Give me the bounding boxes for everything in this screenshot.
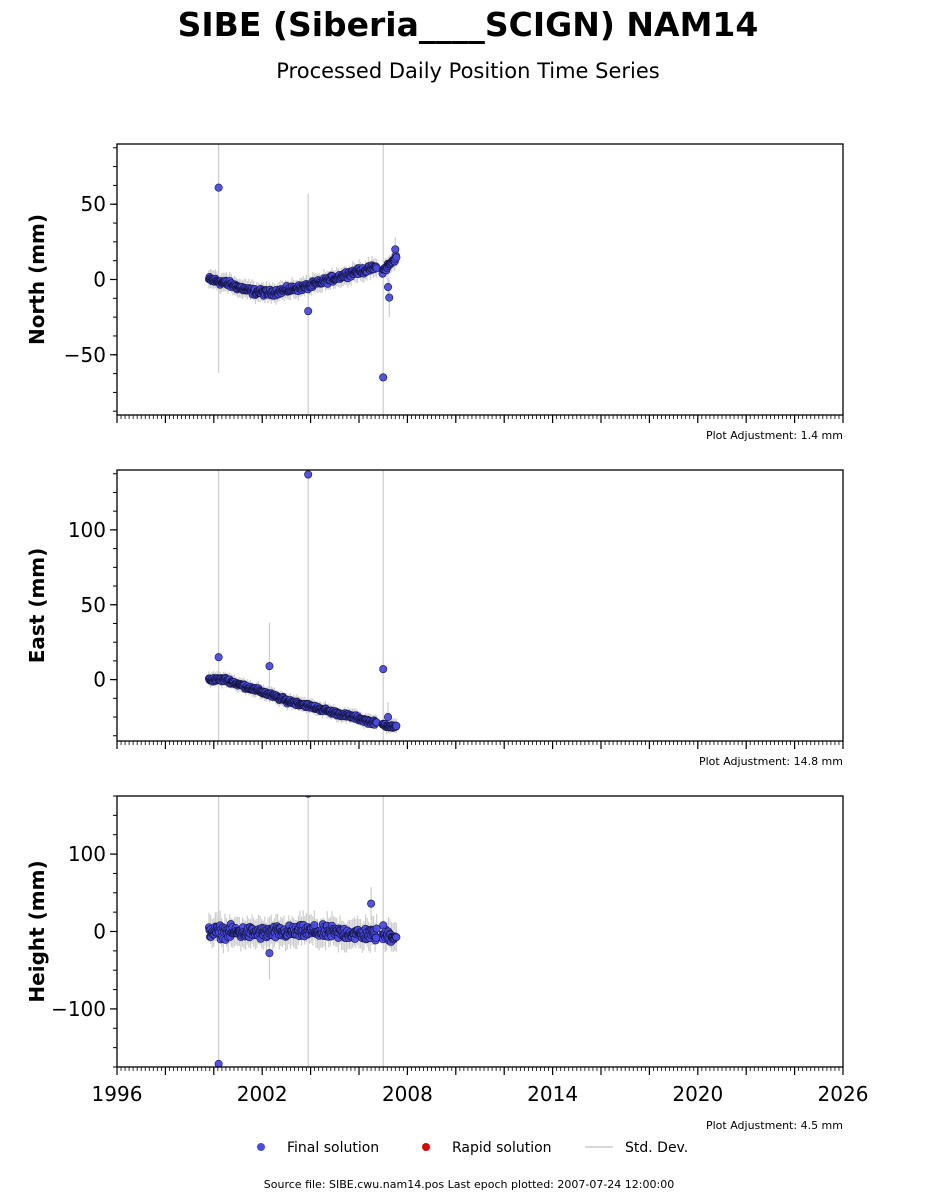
east-outlier-point [379, 665, 388, 674]
legend-rapid-marker [422, 1143, 430, 1151]
east-panel: 100 50 0 East (mm) Plot Adjustment: 14.8 mm [25, 469, 844, 768]
north-panel: 50 0 −50 North (mm) Plot Adjustment: 1.4 mm [25, 143, 844, 442]
east-outlier-point [304, 470, 313, 479]
east-plot-area [204, 470, 401, 741]
north-outlier-point [385, 293, 394, 302]
east-ytick-label: 50 [81, 593, 106, 617]
height-ytick-label: −100 [51, 997, 106, 1021]
north-plot-adjustment: Plot Adjustment: 1.4 mm [706, 429, 843, 442]
legend-final-label: Final solution [287, 1140, 379, 1156]
legend-final-marker [257, 1143, 265, 1151]
height-xtick-label: 2020 [672, 1082, 723, 1106]
north-plot-area [204, 144, 401, 415]
legend: Final solution Rapid solution Std. Dev. [257, 1140, 688, 1156]
east-outlier-point [384, 713, 393, 722]
east-ytick-label: 100 [68, 518, 106, 542]
height-outlier-point [214, 1059, 223, 1067]
north-ylabel: North (mm) [25, 214, 49, 345]
north-outlier-point [214, 183, 223, 192]
east-plot-adjustment: Plot Adjustment: 14.8 mm [699, 755, 843, 768]
height-points-group [204, 796, 401, 1067]
height-data-point [372, 924, 381, 933]
height-ytick-label: 100 [68, 842, 106, 866]
east-ytick-label: 0 [93, 668, 106, 692]
height-data-point [310, 921, 319, 930]
north-points-group [204, 183, 401, 382]
east-points-group [204, 470, 401, 732]
height-xtick-label: 2008 [382, 1082, 433, 1106]
height-panel: 100 0 −100 1996 2002 2008 2014 2020 2026 Height (… [25, 795, 869, 1132]
height-outlier-point [379, 921, 388, 930]
height-data-point [392, 933, 401, 942]
east-axes-frame [116, 469, 844, 742]
east-data-point [392, 721, 401, 730]
height-plot-adjustment: Plot Adjustment: 4.5 mm [706, 1119, 843, 1132]
north-data-point [392, 253, 401, 262]
legend-std-label: Std. Dev. [625, 1140, 688, 1156]
height-plot-area [204, 796, 401, 1067]
east-outlier-point [214, 653, 223, 662]
height-xtick-label: 1996 [92, 1082, 143, 1106]
source-line: Source file: SIBE.cwu.nam14.pos Last epo… [264, 1178, 674, 1191]
panels: 50 0 −50 North (mm) Plot Adjustment: 1.4 mm 1… [25, 143, 869, 1132]
height-ytick-label: 0 [93, 920, 106, 944]
height-ylabel: Height (mm) [25, 860, 49, 1002]
north-outlier-point [304, 307, 313, 316]
east-ylabel: East (mm) [25, 548, 49, 664]
north-outlier-point [391, 245, 400, 254]
north-stddev-group [208, 144, 397, 415]
north-ytick-label: −50 [64, 343, 106, 367]
height-xtick-label: 2026 [818, 1082, 869, 1106]
height-outlier-point [367, 899, 376, 908]
east-outlier-point [265, 662, 274, 671]
north-outlier-point [384, 283, 393, 292]
height-outlier-point [265, 949, 274, 958]
north-ytick-label: 0 [93, 268, 106, 292]
north-outlier-point [379, 373, 388, 382]
north-ytick-label: 50 [81, 192, 106, 216]
chart-subtitle: Processed Daily Position Time Series [276, 59, 660, 83]
legend-rapid-label: Rapid solution [452, 1140, 552, 1156]
height-xtick-label: 2002 [237, 1082, 288, 1106]
height-xtick-label: 2014 [527, 1082, 578, 1106]
chart-title: SIBE (Siberia____SCIGN) NAM14 [178, 5, 759, 44]
